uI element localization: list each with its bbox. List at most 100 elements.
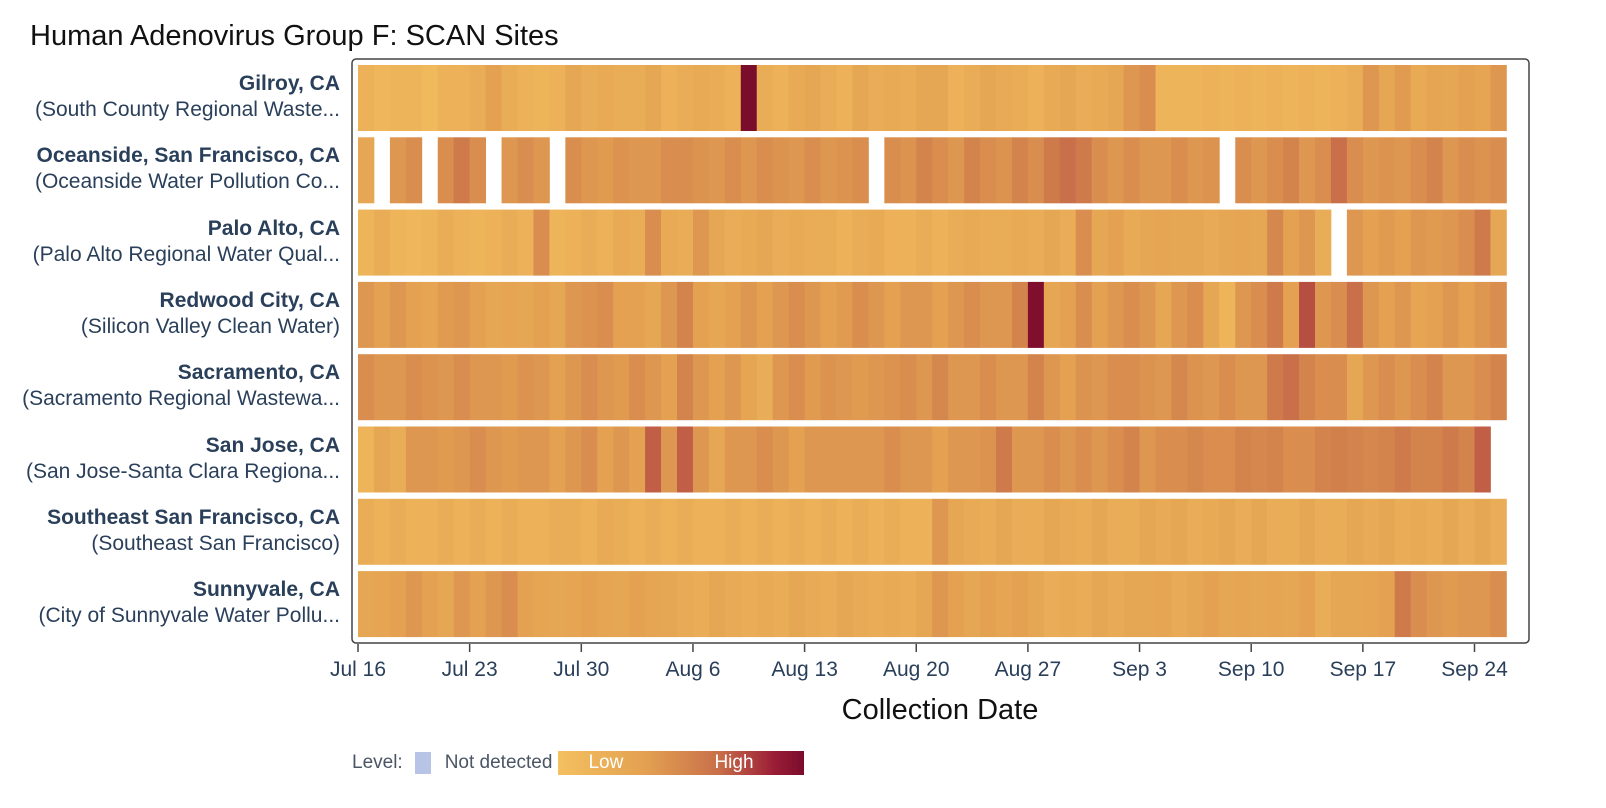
heatmap-cell [453,209,471,276]
legend-level-label: Level: [352,752,403,773]
heatmap-cell [597,498,614,565]
heatmap-cell [724,281,742,348]
heatmap-cell [437,426,455,493]
heatmap-cell [485,354,502,421]
heatmap-cell [1283,498,1300,565]
heatmap-cell [1267,571,1284,638]
heatmap-cell [1346,426,1364,493]
heatmap-cell [708,354,726,421]
heatmap-cell [1027,426,1045,493]
heatmap-cell [1458,354,1475,421]
heatmap-cell [1346,498,1364,565]
heatmap-cell [661,498,678,565]
heatmap-cell [996,209,1013,276]
heatmap-cell [1474,209,1491,276]
row-label: Sacramento, CA (Sacramento Regional Waste… [22,360,340,412]
heatmap-cell [1267,281,1284,348]
heatmap-cell [852,137,869,204]
heatmap-cell [1490,354,1507,421]
heatmap-cell [645,571,662,638]
heatmap-cell [1362,137,1380,204]
heatmap-cell [1394,65,1412,131]
heatmap-cell [1011,426,1029,493]
heatmap-cell [1251,426,1268,493]
heatmap-cell [1474,571,1491,638]
heatmap-cell [1251,281,1268,348]
heatmap-cell [1203,426,1220,493]
heatmap-cell [533,65,550,131]
heatmap-cell [517,498,534,565]
heatmap-cell [884,354,901,421]
heatmap-cell [1267,354,1284,421]
heatmap-cell [1299,354,1316,421]
heatmap-cell [389,281,407,348]
legend-not-detected-label: Not detected [444,752,553,773]
heatmap-cell [1378,137,1396,204]
heatmap-cell [358,281,375,348]
heatmap-cell [1091,354,1109,421]
heatmap-cell [1235,498,1252,565]
heatmap-cell [1075,65,1093,131]
heatmap-cell [389,209,407,276]
heatmap-cell [756,498,774,565]
heatmap-cell [772,426,790,493]
heatmap-cell [996,65,1013,131]
heatmap-cell [692,354,710,421]
heatmap-cell [772,137,790,204]
heatmap-cell [1139,137,1156,204]
heatmap-cell [1123,209,1140,276]
heatmap-cell [1123,354,1140,421]
heatmap-cell [613,426,630,493]
heatmap-cell [1283,137,1300,204]
heatmap-cell [437,571,455,638]
heatmap-cell [1442,426,1459,493]
heatmap-cell [421,498,439,565]
facility-name: (Sacramento Regional Wastewa... [22,387,340,411]
heatmap-cell [964,426,981,493]
heatmap-cell [836,281,853,348]
heatmap-cell [1442,137,1459,204]
heatmap-cell [708,571,726,638]
heatmap-cell [1107,571,1124,638]
heatmap-cell [868,571,885,638]
heatmap-cell [708,498,726,565]
heatmap-cell [1251,209,1268,276]
heatmap-cell [1299,498,1316,565]
legend-high-label: High [714,752,754,773]
heatmap-cell [1187,65,1204,131]
x-tick-label: Aug 6 [665,658,721,681]
row-label: Oceanside, San Francisco, CA (Oceanside W… [35,143,340,195]
heatmap-cell [932,209,949,276]
heatmap-cell [980,354,997,421]
heatmap-cell [1426,209,1443,276]
heatmap-cell [772,571,790,638]
heatmap-cell [517,65,534,131]
heatmap-cell [820,209,837,276]
heatmap-cell [1251,137,1268,204]
heatmap-cell [597,281,614,348]
heatmap-cell [1330,354,1348,421]
heatmap-cell [565,137,582,204]
heatmap-cell [1410,354,1428,421]
heatmap-cell [916,137,933,204]
heatmap-cell [1203,137,1220,204]
heatmap-cell [1267,498,1284,565]
heatmap-cell [629,571,646,638]
heatmap-cell [1075,281,1093,348]
heatmap-cell [613,354,630,421]
heatmap-cell [613,498,630,565]
heatmap-cell [1043,426,1061,493]
heatmap-cell [437,498,455,565]
heatmap-cell [437,65,455,131]
heatmap-cell [565,498,582,565]
heatmap-cell [1330,498,1348,565]
heatmap-cell [708,209,726,276]
heatmap-cell [868,209,885,276]
heatmap-cell [788,137,805,204]
heatmap-cell [1378,281,1396,348]
heatmap-cell [1059,209,1077,276]
heatmap-cell [1091,137,1109,204]
heatmap-cell [916,209,933,276]
heatmap-cell [1219,571,1236,638]
heatmap-cell [373,498,391,565]
